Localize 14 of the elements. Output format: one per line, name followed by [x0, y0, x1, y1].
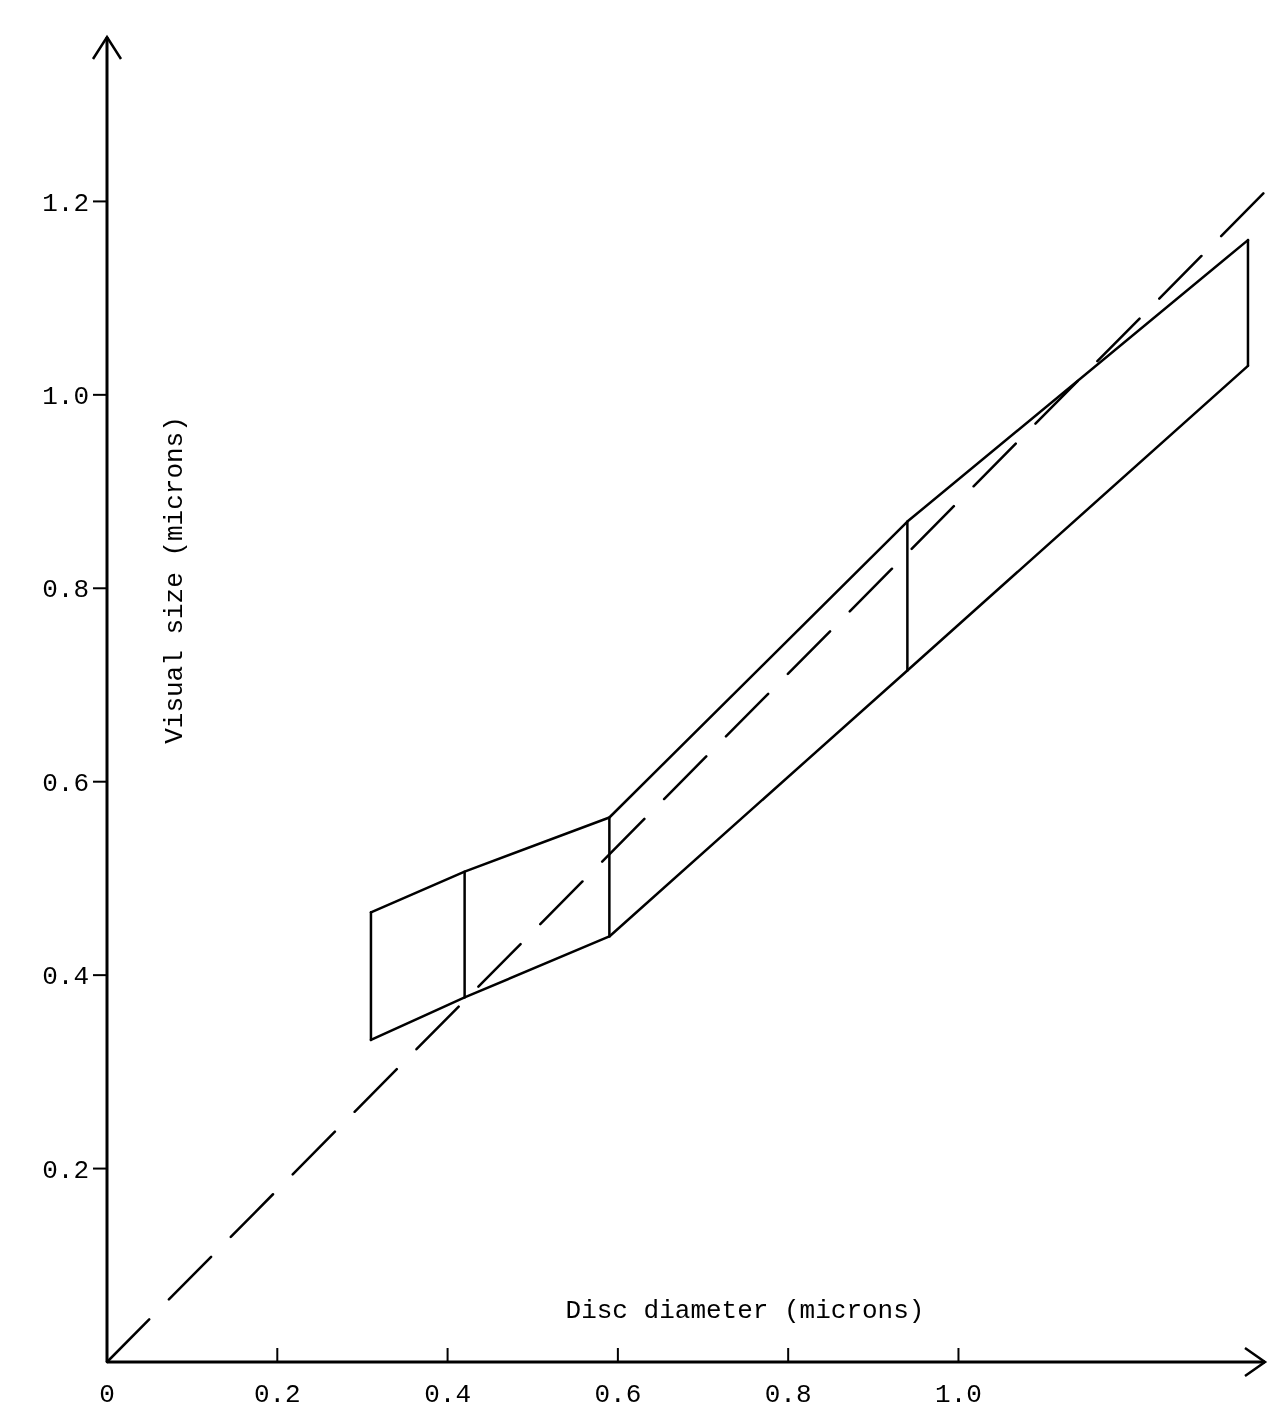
x-tick-label: 0.4 — [424, 1380, 471, 1410]
x-tick-label: 0.8 — [764, 1380, 812, 1410]
y-tick-label: 0.6 — [42, 768, 89, 799]
x-tick-label: 0 — [99, 1380, 115, 1410]
y-tick-label: 0.4 — [42, 962, 89, 993]
x-tick-label: 0.6 — [594, 1380, 642, 1410]
x-axis-title: Disc diameter (microns) — [565, 1296, 925, 1326]
y-tick-label: 1.0 — [42, 381, 89, 412]
x-tick-label: 0.2 — [253, 1380, 301, 1410]
y-tick-label: 0.2 — [42, 1155, 89, 1186]
y-tick-label: 0.8 — [42, 575, 89, 606]
y-tick-label: 1.2 — [42, 188, 89, 219]
y-axis-title: Visual size (microns) — [160, 416, 190, 744]
x-tick-label: 1.0 — [935, 1380, 982, 1410]
